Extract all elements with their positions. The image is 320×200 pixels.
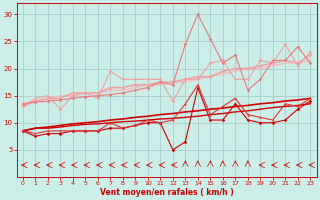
X-axis label: Vent moyen/en rafales ( km/h ): Vent moyen/en rafales ( km/h ) bbox=[100, 188, 234, 197]
